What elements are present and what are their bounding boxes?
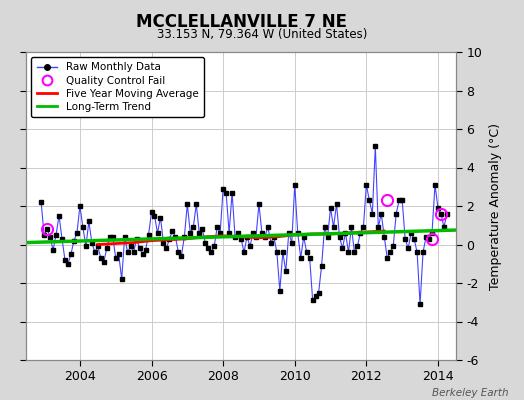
Text: Berkeley Earth: Berkeley Earth — [432, 388, 508, 398]
Title: MCCLELLANVILLE 7 NE: MCCLELLANVILLE 7 NE — [136, 13, 346, 31]
Legend: Raw Monthly Data, Quality Control Fail, Five Year Moving Average, Long-Term Tren: Raw Monthly Data, Quality Control Fail, … — [31, 57, 204, 117]
Text: 33.153 N, 79.364 W (United States): 33.153 N, 79.364 W (United States) — [157, 28, 367, 41]
Y-axis label: Temperature Anomaly (°C): Temperature Anomaly (°C) — [489, 122, 502, 290]
